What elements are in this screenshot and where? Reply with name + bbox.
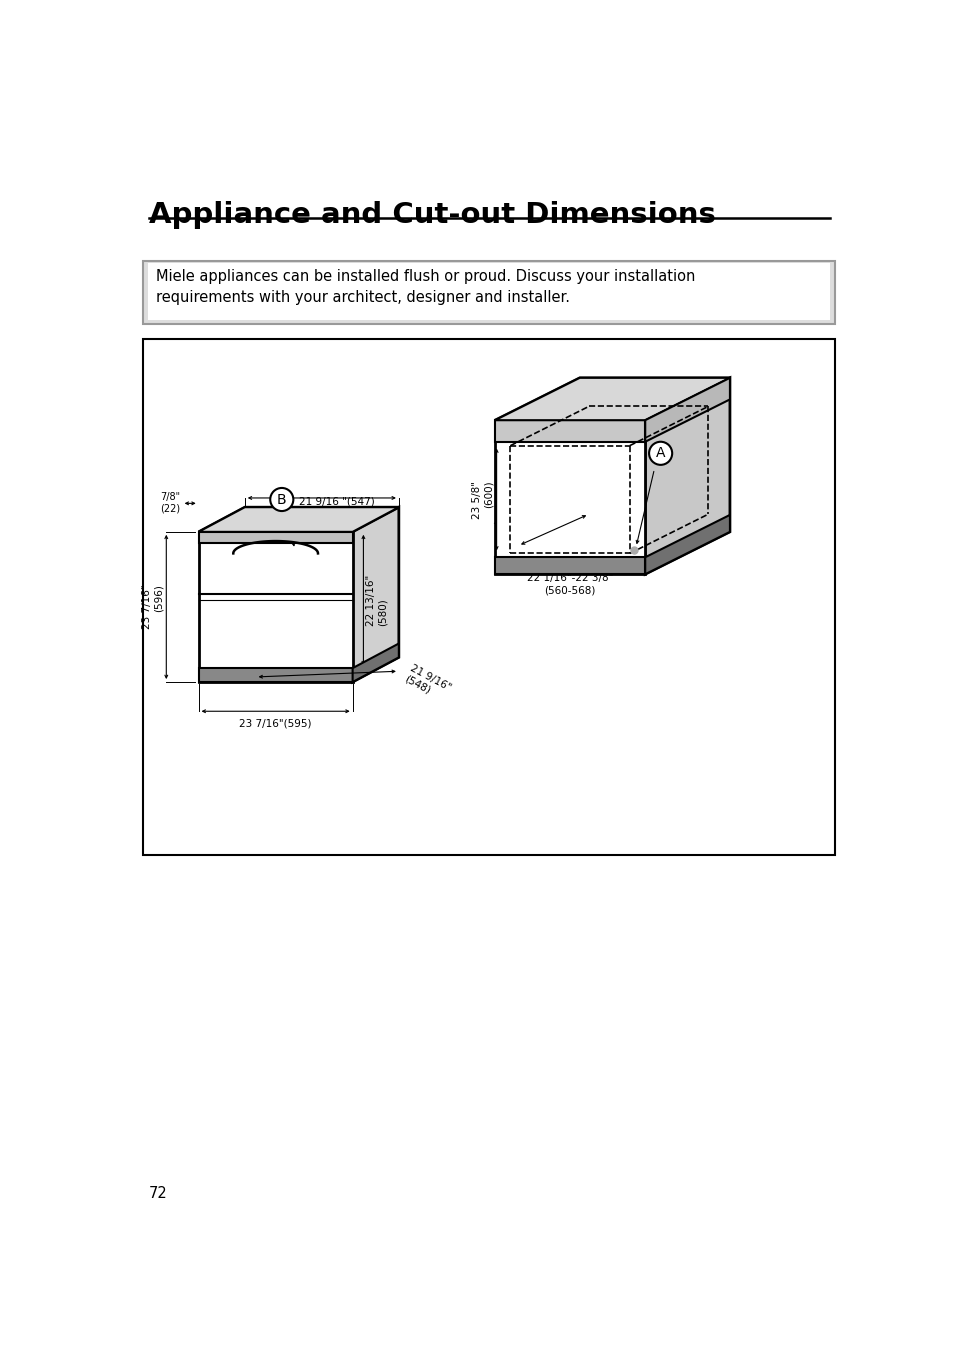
Circle shape: [648, 442, 672, 465]
Polygon shape: [198, 531, 353, 681]
Bar: [143, 261, 834, 324]
Text: 23 7/16"
(596): 23 7/16" (596): [141, 584, 163, 629]
Polygon shape: [353, 644, 398, 681]
Text: A: A: [656, 446, 664, 460]
Text: 23 7/16"(595): 23 7/16"(595): [239, 719, 312, 729]
Polygon shape: [495, 420, 644, 442]
Polygon shape: [495, 377, 729, 420]
Polygon shape: [495, 420, 644, 575]
Polygon shape: [198, 507, 398, 531]
Text: 22 1/16"-22 3/8"
(560-568): 22 1/16"-22 3/8" (560-568): [526, 573, 613, 595]
Polygon shape: [495, 557, 644, 575]
Circle shape: [270, 488, 293, 511]
Text: 72: 72: [149, 1186, 167, 1202]
Text: ≥21 5/8"
(≥550): ≥21 5/8" (≥550): [486, 516, 537, 556]
Text: 23 5/8"
(600): 23 5/8" (600): [472, 480, 493, 519]
Text: B: B: [276, 492, 286, 507]
Bar: [148, 264, 829, 320]
Polygon shape: [198, 507, 398, 531]
Text: Miele appliances can be installed flush or proud. Discuss your installation
requ: Miele appliances can be installed flush …: [155, 269, 694, 306]
Polygon shape: [644, 377, 729, 442]
Bar: [143, 339, 834, 856]
Polygon shape: [353, 507, 398, 681]
Polygon shape: [644, 515, 729, 575]
Text: 21 9/16 "(547): 21 9/16 "(547): [299, 496, 375, 507]
Text: Appliance and Cut-out Dimensions: Appliance and Cut-out Dimensions: [149, 200, 715, 228]
Text: 22 13/16"
(580): 22 13/16" (580): [366, 575, 388, 626]
Polygon shape: [644, 377, 729, 575]
Text: 7/8"
(22): 7/8" (22): [160, 492, 180, 514]
Text: 21 9/16"
(548): 21 9/16" (548): [402, 664, 452, 703]
Polygon shape: [198, 668, 353, 681]
Polygon shape: [198, 531, 353, 542]
Polygon shape: [495, 377, 729, 420]
